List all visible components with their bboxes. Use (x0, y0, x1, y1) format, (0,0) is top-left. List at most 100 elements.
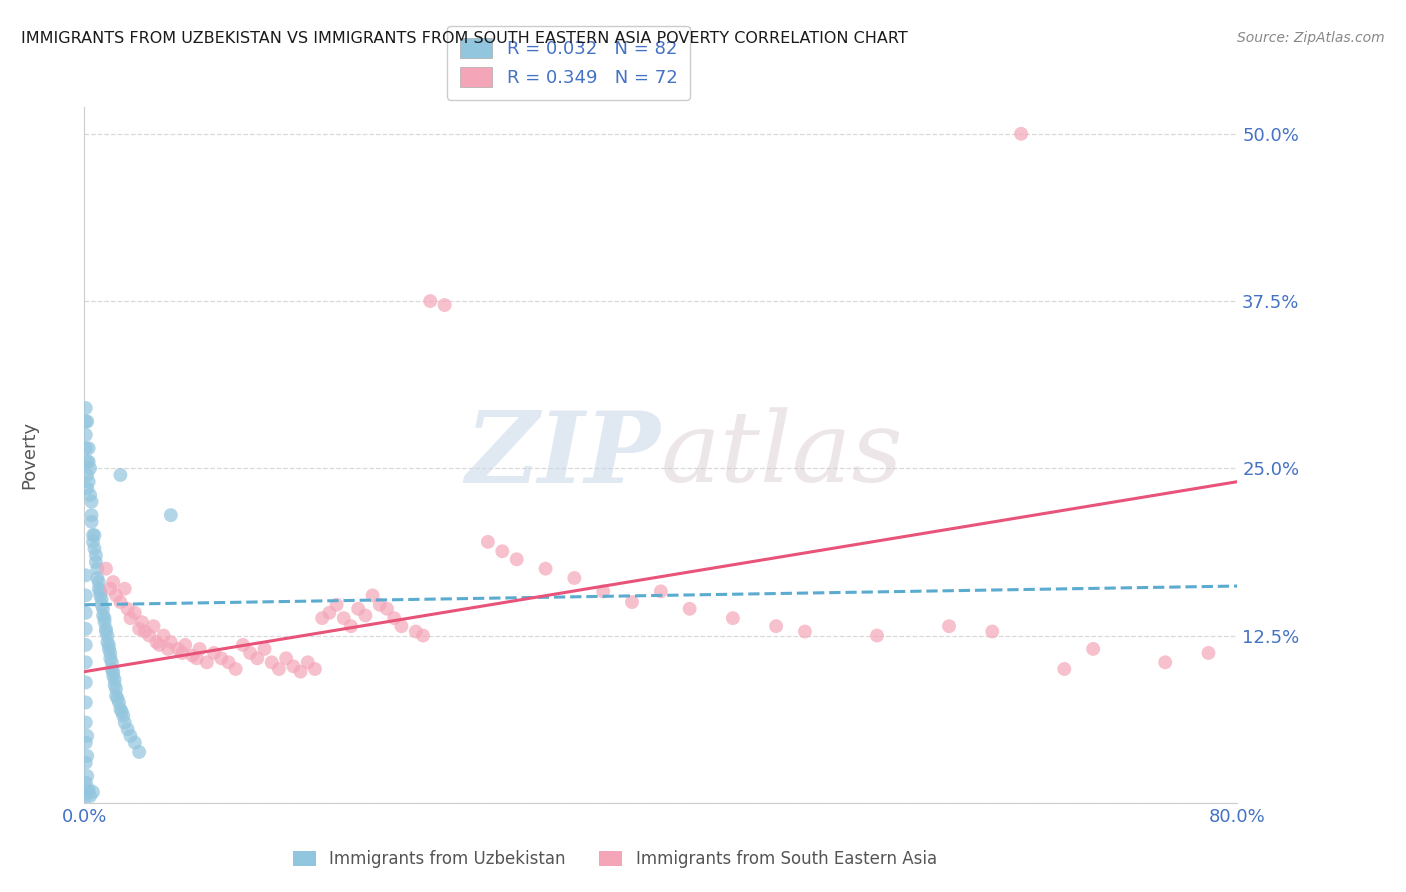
Point (174, 638, 197, 652)
Point (89, 584, 111, 599)
Point (111, 705, 134, 719)
Text: atlas: atlas (661, 408, 904, 502)
Point (79, 461, 101, 475)
Point (232, 638, 254, 652)
Point (188, 642, 211, 657)
Point (75, 756, 97, 770)
Point (93, 611, 115, 625)
Point (76, 414, 98, 429)
Point (412, 628, 434, 642)
Point (90, 598, 112, 612)
Point (75, 675, 97, 690)
Point (96, 628, 118, 642)
Point (156, 642, 179, 657)
Point (75, 735, 97, 749)
Point (477, 534, 499, 549)
Point (75, 655, 97, 669)
Point (94, 624, 117, 639)
Point (167, 642, 190, 657)
Point (333, 611, 356, 625)
Point (981, 624, 1004, 639)
Point (114, 582, 136, 596)
Y-axis label: Poverty: Poverty (20, 421, 38, 489)
Point (225, 662, 247, 676)
Point (76, 785, 98, 799)
Point (117, 723, 139, 737)
Point (77, 455, 100, 469)
Point (128, 745, 150, 759)
Point (110, 702, 132, 716)
Point (105, 681, 128, 696)
Point (83, 541, 105, 556)
Point (91, 602, 114, 616)
Point (75, 401, 97, 416)
Point (76, 729, 98, 743)
Point (260, 655, 283, 669)
Point (128, 622, 150, 636)
Point (304, 662, 326, 676)
Point (110, 595, 132, 609)
Point (290, 665, 312, 679)
Point (76, 749, 98, 764)
Point (1198, 646, 1220, 660)
Point (340, 619, 363, 633)
Point (361, 589, 384, 603)
Point (105, 689, 128, 703)
Point (75, 776, 97, 790)
Point (195, 655, 218, 669)
Point (1083, 642, 1105, 657)
Point (90, 592, 112, 607)
Point (491, 544, 513, 558)
Point (239, 646, 262, 660)
Point (75, 414, 97, 429)
Point (938, 619, 960, 633)
Point (97, 638, 120, 652)
Point (124, 735, 146, 749)
Point (534, 562, 557, 576)
Point (391, 619, 413, 633)
Point (75, 715, 97, 730)
Point (94, 562, 117, 576)
Point (110, 467, 132, 482)
Point (75, 427, 97, 442)
Point (79, 488, 101, 502)
Point (138, 628, 160, 642)
Point (98, 651, 121, 665)
Point (1010, 127, 1032, 141)
Point (103, 669, 124, 683)
Point (89, 589, 111, 603)
Point (91, 608, 114, 623)
Point (765, 619, 787, 633)
Point (160, 508, 183, 523)
Text: IMMIGRANTS FROM UZBEKISTAN VS IMMIGRANTS FROM SOUTH EASTERN ASIA POVERTY CORRELA: IMMIGRANTS FROM UZBEKISTAN VS IMMIGRANTS… (21, 31, 908, 46)
Point (120, 729, 142, 743)
Point (564, 571, 586, 585)
Point (246, 651, 269, 665)
Point (75, 568, 97, 582)
Point (75, 589, 97, 603)
Point (75, 696, 97, 710)
Point (276, 651, 298, 665)
Point (318, 606, 340, 620)
Point (866, 628, 889, 642)
Point (83, 528, 105, 542)
Point (311, 611, 333, 625)
Point (82, 785, 104, 799)
Point (84, 548, 107, 563)
Point (93, 615, 115, 630)
Point (124, 606, 146, 620)
Point (103, 575, 124, 590)
Legend: Immigrants from Uzbekistan, Immigrants from South Eastern Asia: Immigrants from Uzbekistan, Immigrants f… (285, 843, 943, 874)
Point (131, 615, 153, 630)
Point (77, 442, 100, 455)
Point (108, 696, 131, 710)
Point (181, 648, 204, 663)
Point (325, 598, 347, 612)
Point (94, 622, 117, 636)
Point (297, 655, 319, 669)
Point (87, 582, 110, 596)
Text: Source: ZipAtlas.com: Source: ZipAtlas.com (1237, 31, 1385, 45)
Point (80, 494, 103, 508)
Point (679, 602, 702, 616)
Point (75, 789, 97, 804)
